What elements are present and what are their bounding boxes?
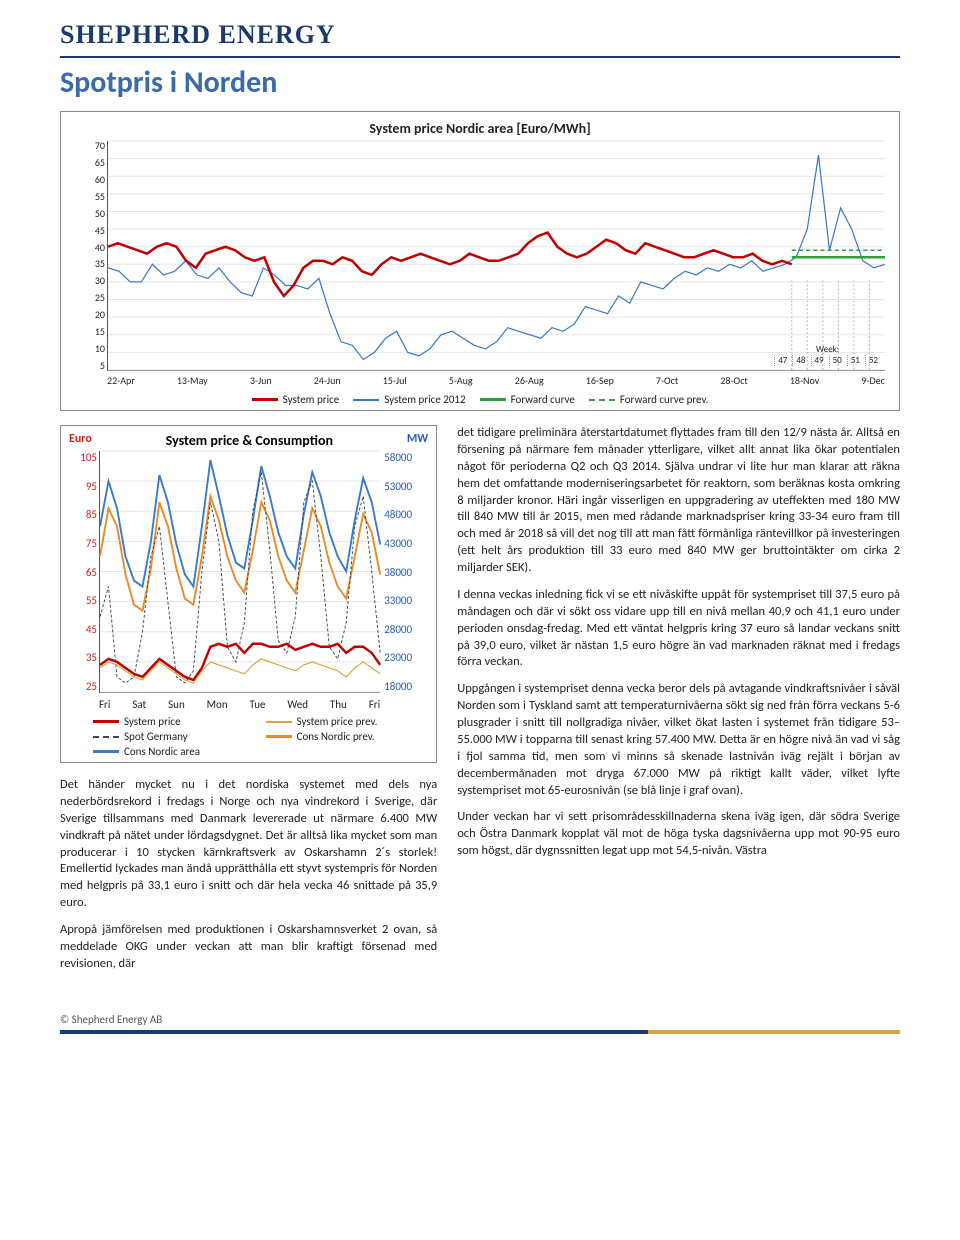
chart2-legend: System price System price prev. Spot Germa… bbox=[69, 715, 428, 758]
chart-price-consumption: Euro System price & Consumption MW 10595… bbox=[60, 425, 437, 763]
paragraph: Uppgången i systempriset denna vecka ber… bbox=[457, 681, 900, 799]
legend-item: System price bbox=[93, 715, 256, 728]
legend-item: Cons Nordic prev. bbox=[266, 730, 429, 743]
chart2-plot bbox=[99, 451, 380, 693]
chart2-x-axis: FriSatSunMonTueWedThuFri bbox=[99, 698, 380, 711]
chart2-y-axis-right: 5800053000480004300038000330002800023000… bbox=[384, 451, 428, 693]
legend-item: Cons Nordic area bbox=[93, 745, 256, 758]
legend-item: System price 2012 bbox=[353, 393, 465, 406]
body-columns: Euro System price & Consumption MW 10595… bbox=[60, 425, 900, 983]
chart2-right-axis-label: MW bbox=[407, 432, 428, 449]
chart2-header: Euro System price & Consumption MW bbox=[69, 432, 428, 449]
legend-item: System price prev. bbox=[266, 715, 429, 728]
chart-nordic-system-price: System price Nordic area [Euro/MWh] 7065… bbox=[60, 111, 900, 411]
week-numbers: 474849505152 bbox=[774, 355, 881, 366]
chart1-title: System price Nordic area [Euro/MWh] bbox=[75, 120, 885, 137]
chart1-plot: Week: 474849505152 bbox=[107, 141, 885, 371]
chart2-y-axis-left: 1059585756555453525 bbox=[69, 451, 97, 693]
legend-item: Forward curve bbox=[480, 393, 575, 406]
chart1-x-axis: 22-Apr13-May3-Jun24-Jun15-Jul5-Aug26-Aug… bbox=[107, 374, 885, 387]
paragraph: det tidigare preliminära återstartdatume… bbox=[457, 425, 900, 577]
body-text-right: det tidigare preliminära återstartdatume… bbox=[457, 425, 900, 983]
page-title: Spotpris i Norden bbox=[60, 64, 900, 101]
copyright: © Shepherd Energy AB bbox=[60, 1013, 162, 1026]
paragraph: Apropå jämförelsen med produktionen i Os… bbox=[60, 922, 437, 973]
footer-bar bbox=[60, 1030, 900, 1034]
legend-item: Forward curve prev. bbox=[589, 393, 708, 406]
chart2-title: System price & Consumption bbox=[166, 432, 333, 449]
chart1-y-axis: 706560555045403530252015105 bbox=[75, 141, 105, 371]
paragraph: Under veckan har vi sett prisområdesskil… bbox=[457, 809, 900, 860]
header-rule bbox=[60, 56, 900, 58]
chart2-left-axis-label: Euro bbox=[69, 432, 92, 449]
paragraph: Det händer mycket nu i det nordiska syst… bbox=[60, 777, 437, 912]
chart1-legend: System price System price 2012 Forward cur… bbox=[75, 393, 885, 406]
legend-item: System price bbox=[252, 393, 340, 406]
legend-item: Spot Germany bbox=[93, 730, 256, 743]
chart1-week-box: Week: 474849505152 bbox=[774, 344, 881, 366]
paragraph: I denna veckas inledning fick vi se ett … bbox=[457, 587, 900, 671]
footer: © Shepherd Energy AB bbox=[60, 1013, 900, 1034]
body-text-left: Det händer mycket nu i det nordiska syst… bbox=[60, 777, 437, 973]
week-label: Week: bbox=[774, 344, 881, 355]
company-logo: SHEPHERD ENERGY bbox=[60, 20, 900, 50]
